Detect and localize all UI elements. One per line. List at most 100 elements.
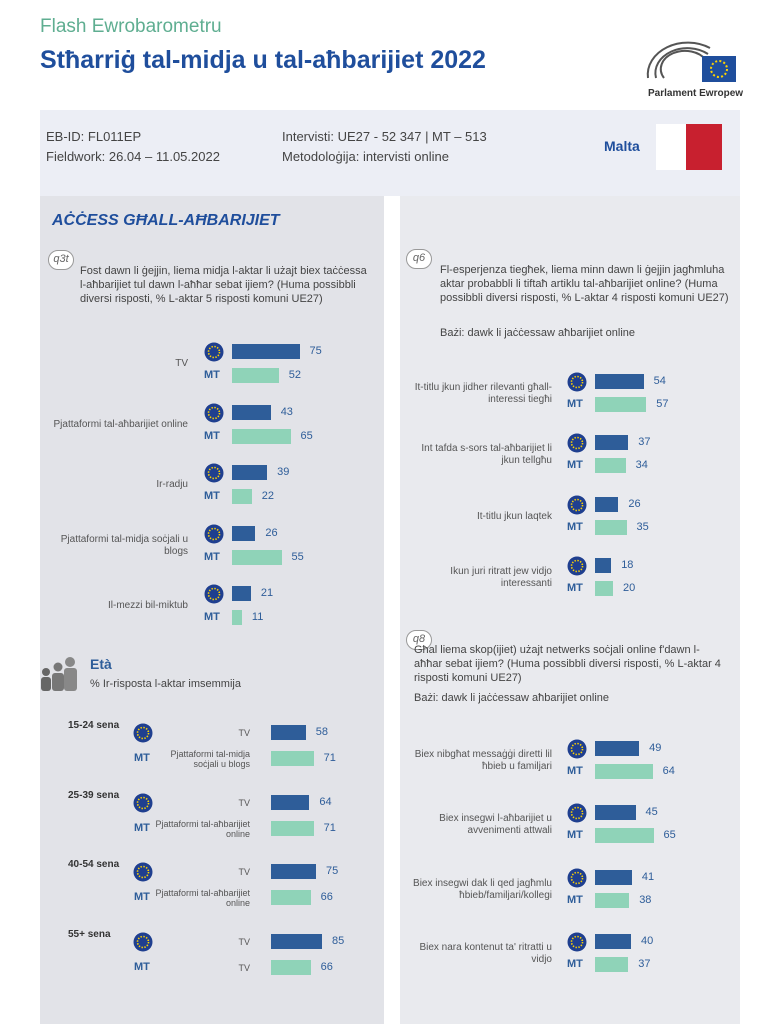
- eb-id: EB-ID: FL011EP: [46, 129, 142, 144]
- item-label: Int tafda s-sors tal-aħbarijiet li jkun …: [421, 443, 552, 467]
- bar: [271, 890, 311, 906]
- item-label: It-titlu jkun jidher rilevanti għall-int…: [414, 382, 552, 405]
- bar: [271, 960, 311, 976]
- mt-label: MT: [567, 581, 583, 594]
- eu-icon: [204, 584, 224, 604]
- question-badge: q3t: [48, 250, 74, 270]
- eu-icon: [133, 723, 153, 743]
- eu-icon: [204, 524, 224, 543]
- bar: [232, 610, 242, 625]
- bar: [232, 549, 282, 565]
- bar: [595, 496, 619, 512]
- age-label: 40-54 sena: [68, 859, 120, 871]
- answer-label: TV: [238, 728, 250, 738]
- bar: [595, 892, 630, 908]
- item-label: Biex insegwi l-aħbarijiet u avvenimenti …: [439, 813, 552, 837]
- item-label: Biex nibgħat messaġġi diretti lil ħbieb …: [414, 749, 552, 772]
- bar: [595, 458, 626, 474]
- value-label: 40: [641, 934, 654, 947]
- item-label: Biex nara kontenut ta' ritratti u vidjo: [419, 941, 552, 965]
- value-label: 26: [265, 526, 278, 539]
- interviews: Intervisti: UE27 - 52 347 | MT – 513: [282, 129, 487, 144]
- mt-label: MT: [134, 752, 150, 764]
- age-subtitle: % Ir-risposta l-aktar imsemmija: [90, 678, 241, 690]
- answer-label: Pjattaformi tal-aħbarijiet online: [155, 818, 250, 839]
- eu-icon: [567, 739, 587, 759]
- left-panel: [40, 196, 384, 1024]
- bar: [595, 828, 654, 844]
- value-label: 75: [326, 865, 339, 878]
- eu-icon: [567, 495, 587, 515]
- age-label: 55+ sena: [68, 929, 111, 941]
- value-label: 35: [636, 520, 649, 533]
- info-box: [40, 110, 740, 196]
- bar: [595, 764, 653, 779]
- mt-label: MT: [204, 550, 220, 563]
- value-label: 64: [662, 765, 675, 777]
- age-label: 15-24 sena: [68, 720, 120, 731]
- item-label: Biex insegwi dak li qed jagħmlu ħbieb/fa…: [413, 877, 552, 901]
- bar: [595, 397, 647, 412]
- answer-label: TV: [238, 867, 250, 878]
- bar: [232, 465, 268, 480]
- question: Għal liema skop(ijiet) użajt netwerks so…: [414, 644, 721, 684]
- value-label: 85: [332, 935, 345, 948]
- value-label: 65: [663, 829, 676, 842]
- mt-label: MT: [134, 891, 150, 904]
- bar: [595, 805, 636, 821]
- value-label: 22: [261, 490, 275, 502]
- value-label: 39: [277, 466, 290, 478]
- mt-label: MT: [567, 829, 583, 842]
- value-label: 75: [309, 345, 322, 357]
- mt-label: MT: [134, 961, 150, 974]
- logo: [646, 41, 736, 82]
- value-label: 43: [280, 405, 293, 418]
- value-label: 45: [645, 806, 658, 819]
- answer-label: TV: [238, 797, 250, 808]
- fieldwork: Fieldwork: 26.04 – 11.05.2022: [46, 149, 220, 164]
- eu-icon: [204, 463, 224, 483]
- bar: [595, 741, 640, 756]
- eu-icon: [567, 556, 587, 576]
- value-label: 21: [260, 587, 274, 599]
- country: Malta: [604, 138, 640, 154]
- value-label: 55: [291, 550, 304, 563]
- bar: [595, 956, 629, 972]
- eu-icon: [567, 803, 587, 823]
- eu-icon: [567, 932, 587, 952]
- value-label: 65: [300, 429, 313, 442]
- bar: [271, 934, 322, 950]
- value-label: 54: [653, 375, 666, 387]
- bar: [271, 820, 314, 836]
- mt-label: MT: [567, 765, 583, 777]
- bar: [271, 794, 310, 810]
- bar: [232, 344, 300, 359]
- bar: [595, 374, 644, 389]
- bar: [595, 933, 631, 949]
- kicker: Flash Ewrobarometru: [40, 16, 222, 37]
- age-label: 25-39 sena: [68, 789, 120, 801]
- mt-label: MT: [204, 369, 220, 381]
- bar: [232, 489, 252, 504]
- bar: [271, 725, 306, 740]
- value-label: 37: [638, 436, 651, 449]
- bar: [595, 580, 613, 596]
- bar: [232, 586, 251, 601]
- logo-text: Parlament Ewropew: [648, 88, 744, 99]
- eu-icon: [567, 868, 587, 888]
- item-label: TV: [175, 358, 188, 369]
- flag-white: [656, 124, 686, 170]
- methodology: Metodoloġija: intervisti online: [282, 149, 449, 164]
- bar: [232, 428, 291, 444]
- value-label: 71: [323, 752, 336, 764]
- value-label: 37: [638, 957, 651, 970]
- bar: [595, 519, 627, 535]
- value-label: 34: [635, 459, 648, 472]
- value-label: 57: [656, 398, 669, 410]
- bar: [595, 557, 612, 573]
- value-label: 20: [623, 581, 636, 594]
- mt-label: MT: [567, 520, 583, 533]
- value-label: 64: [319, 795, 332, 808]
- question-badge: q8: [406, 630, 432, 650]
